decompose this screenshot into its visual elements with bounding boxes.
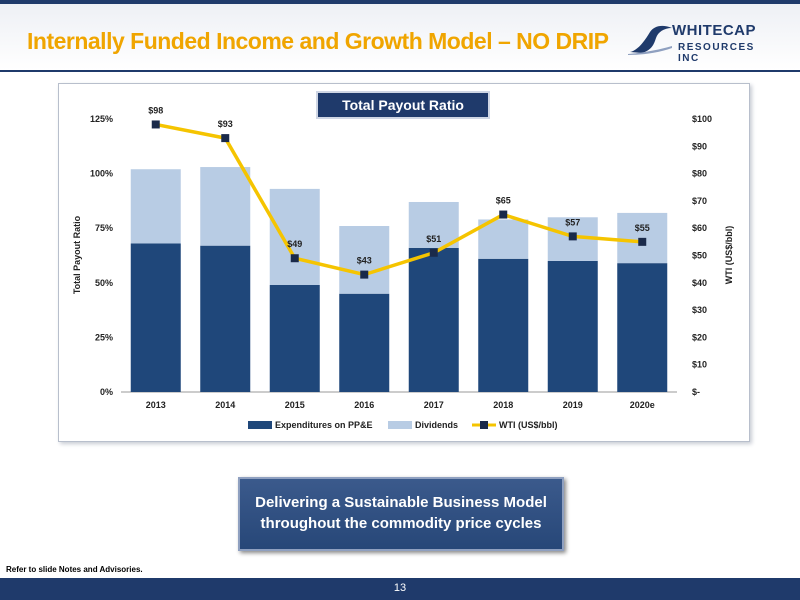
wti-marker	[360, 270, 369, 279]
wti-data-label: $65	[496, 196, 511, 206]
x-tick-label: 2016	[354, 400, 374, 410]
y2-tick-label: $40	[692, 278, 707, 288]
logo-subtitle: RESOURCES INC	[678, 42, 755, 64]
y-tick-label: 25%	[95, 332, 113, 342]
header-rule	[0, 70, 800, 72]
wti-marker	[499, 210, 508, 219]
x-tick-label: 2014	[215, 400, 235, 410]
wti-data-label: $98	[148, 105, 163, 115]
legend-swatch-dividends	[388, 421, 412, 429]
wti-marker	[290, 254, 299, 263]
y2-tick-label: $10	[692, 360, 707, 370]
y2-tick-label: $-	[692, 387, 700, 397]
wti-marker	[151, 120, 160, 129]
bar-dividends	[269, 188, 320, 285]
legend-swatch-wti-marker	[480, 421, 488, 429]
bar-expenditures	[547, 260, 598, 392]
callout-line-2: throughout the commodity price cycles	[260, 515, 542, 532]
bar-expenditures	[130, 243, 181, 392]
wti-data-label: $55	[635, 223, 650, 233]
y2-tick-label: $50	[692, 251, 707, 261]
wti-data-label: $57	[565, 217, 580, 227]
bar-expenditures	[408, 247, 459, 392]
wti-data-label: $93	[218, 119, 233, 129]
wave-logo-icon	[628, 25, 672, 55]
x-tick-label: 2019	[563, 400, 583, 410]
wti-data-label: $51	[426, 234, 441, 244]
y2-tick-label: $20	[692, 332, 707, 342]
x-tick-label: 2018	[493, 400, 513, 410]
bar-expenditures	[617, 263, 668, 392]
y2-tick-label: $60	[692, 223, 707, 233]
wti-data-label: $43	[357, 256, 372, 266]
bar-expenditures	[478, 258, 529, 392]
footnote: Refer to slide Notes and Advisories.	[6, 565, 143, 574]
y2-tick-label: $30	[692, 305, 707, 315]
slide-header: Internally Funded Income and Growth Mode…	[0, 0, 800, 70]
y2-tick-label: $90	[692, 141, 707, 151]
y-tick-label: 50%	[95, 278, 113, 288]
logo-wordmark: WHITECAP	[672, 22, 756, 39]
wti-marker	[568, 232, 577, 241]
bar-dividends	[408, 201, 459, 248]
y-axis-title: Total Payout Ratio	[72, 215, 82, 294]
bar-dividends	[130, 169, 181, 244]
bar-dividends	[200, 167, 251, 246]
bar-expenditures	[339, 293, 390, 392]
wti-line	[155, 122, 643, 277]
bar-dividends	[339, 226, 390, 294]
wti-data-label: $49	[287, 239, 302, 249]
legend-label-expenditures: Expenditures on PP&E	[275, 420, 373, 430]
legend-label-wti: WTI (US$/bbl)	[499, 420, 558, 430]
chart-title: Total Payout Ratio	[316, 91, 490, 119]
message-callout: Delivering a Sustainable Business Model …	[238, 477, 564, 551]
y2-tick-label: $70	[692, 196, 707, 206]
callout-line-1: Delivering a Sustainable Business Model	[255, 494, 547, 511]
bar-dividends	[478, 219, 529, 259]
x-tick-label: 2015	[285, 400, 305, 410]
company-logo: WHITECAP RESOURCES INC	[628, 20, 778, 70]
wti-marker	[429, 248, 438, 257]
y2-tick-label: $80	[692, 169, 707, 179]
legend-swatch-expenditures	[248, 421, 272, 429]
x-tick-label: 2017	[424, 400, 444, 410]
y2-axis-title: WTI (US$/bbl)	[724, 226, 734, 285]
slide-title: Internally Funded Income and Growth Mode…	[27, 28, 609, 54]
y-tick-label: 100%	[90, 169, 113, 179]
x-tick-label: 2013	[146, 400, 166, 410]
y-tick-label: 75%	[95, 223, 113, 233]
wti-marker	[221, 134, 230, 143]
bar-expenditures	[269, 284, 320, 392]
x-tick-label: 2020e	[630, 400, 655, 410]
page-number: 13	[393, 582, 407, 594]
slide-footer: 13	[0, 578, 800, 600]
y2-tick-label: $100	[692, 114, 712, 124]
legend-label-dividends: Dividends	[415, 420, 458, 430]
y-tick-label: 125%	[90, 114, 113, 124]
y-tick-label: 0%	[100, 387, 113, 397]
bar-expenditures	[200, 245, 251, 392]
wti-marker	[638, 237, 647, 246]
